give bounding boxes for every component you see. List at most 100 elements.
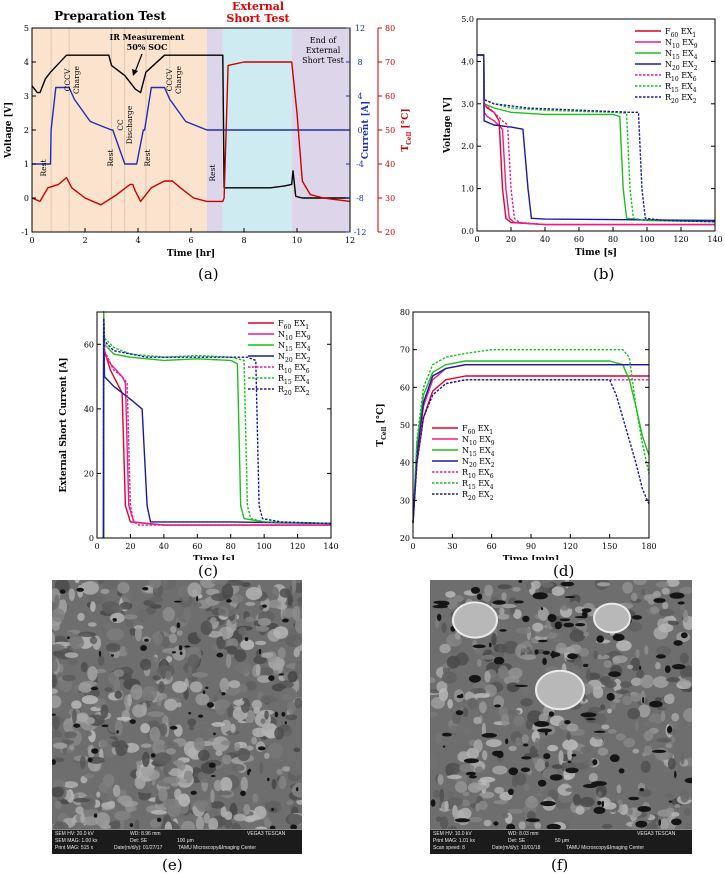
sem-grain	[583, 631, 589, 637]
sem-grain	[447, 699, 453, 709]
sem-grain	[532, 622, 544, 632]
a-annot-arrowhead	[132, 69, 138, 76]
d-legend-label-part: 20	[469, 462, 477, 469]
sem-grain	[261, 725, 268, 736]
sem-pore	[271, 808, 274, 811]
sem-grain	[430, 711, 439, 717]
sem-grain	[234, 662, 252, 674]
a-temp-tick-label: 20	[385, 228, 395, 237]
sem-grain	[285, 635, 302, 648]
sem-grain	[259, 762, 264, 774]
sem-pore	[664, 665, 671, 673]
sem-grain	[662, 602, 669, 610]
sem-pore	[547, 614, 557, 622]
sem-grain	[94, 812, 111, 827]
sem-pore	[593, 806, 606, 814]
sem-pore	[567, 760, 572, 764]
sem-grain	[255, 663, 261, 676]
sem-pore	[67, 636, 70, 639]
c-xtick-label: 60	[192, 542, 202, 551]
b-ylabel: Voltage [V]	[443, 97, 453, 154]
d-series-3	[412, 364, 649, 523]
sem-grain	[76, 712, 89, 722]
sem-grain	[508, 667, 523, 679]
sem-grain	[585, 668, 591, 682]
sem-grain	[286, 750, 297, 763]
sem-pore	[257, 746, 266, 751]
sem-pore	[521, 756, 532, 760]
b-legend-label-part: EX	[679, 71, 693, 80]
sem-grain	[279, 588, 292, 598]
sem-grain	[53, 594, 60, 609]
sem-pore	[564, 596, 576, 598]
sem-grain	[181, 820, 196, 830]
sem-pore	[564, 720, 571, 725]
sem-image-e: SEM HV: 20.0 kV WD: 8.96 mm VEGA3 TESCAN…	[52, 580, 302, 854]
c-legend-label: R10 EX6	[278, 363, 310, 375]
c-legend-label-part: 60	[284, 324, 292, 331]
a-title-short-test: Short Test	[226, 12, 290, 25]
sem-grain	[295, 618, 302, 634]
sem-grain	[124, 614, 138, 620]
sem-grain	[256, 625, 270, 632]
a-current-tick-label: -12	[354, 228, 367, 237]
d-legend-label-part: R	[462, 468, 469, 477]
c-xtick-label: 100	[257, 542, 272, 551]
sem-grain	[72, 709, 77, 724]
sem-pore	[244, 637, 249, 642]
d-series-5	[412, 349, 650, 523]
sem-grain	[558, 750, 564, 764]
sem-grain	[501, 603, 517, 609]
sem-grain	[287, 593, 293, 607]
d-legend-label-part: N	[462, 435, 469, 444]
sem-grain	[195, 693, 210, 706]
sem-grain	[115, 740, 128, 757]
sem-grain	[289, 762, 302, 776]
d-legend-label-part: EX	[477, 457, 491, 466]
sem-grain	[99, 625, 105, 631]
sem-grain	[610, 701, 616, 710]
b-legend-label: N20 EX2	[665, 60, 698, 72]
sem-grain	[478, 800, 488, 811]
c-legend-label-part: R	[278, 363, 285, 372]
sem-grain	[497, 584, 512, 590]
sem-grain	[210, 789, 215, 803]
sem-grain	[644, 645, 649, 655]
sem-grain	[282, 766, 291, 772]
c-legend-label-part: 4	[306, 379, 310, 386]
d-ytick-label: 30	[400, 496, 410, 505]
c-legend-label-part: EX	[293, 330, 307, 339]
sem-pore	[296, 787, 299, 792]
a-end-label-2: External	[306, 46, 341, 55]
sem-grain	[78, 631, 96, 637]
d-legend-label-part: 1	[489, 429, 493, 436]
sem-grain	[238, 626, 248, 636]
sem-grain	[209, 617, 217, 625]
sem-pore	[540, 607, 544, 611]
sem-pore	[156, 817, 162, 822]
sem-grain	[100, 588, 110, 595]
sem-grain	[62, 674, 76, 682]
sem-hv: SEM HV: 10.0 kV	[433, 831, 472, 837]
sem-grain	[189, 681, 203, 693]
sem-pore	[637, 806, 651, 812]
sem-grain	[158, 787, 168, 802]
sem-pore	[433, 600, 447, 604]
a-temp-tick-label: 50	[385, 126, 395, 135]
sem-grain	[135, 760, 143, 766]
sem-grain	[179, 778, 187, 784]
sem-grain	[446, 791, 455, 798]
sem-grain	[534, 792, 543, 798]
sem-pore	[76, 587, 84, 592]
d-ytick-label: 70	[400, 346, 410, 355]
sem-grain	[557, 784, 573, 796]
sem-pore	[129, 719, 136, 724]
sem-pore	[247, 769, 250, 776]
sem-grain	[641, 588, 646, 596]
sem-grain	[468, 782, 482, 793]
sem-grain	[260, 695, 278, 704]
a-xtick-label: 4	[135, 236, 140, 245]
sem-grain	[127, 693, 132, 706]
sem-grain	[83, 816, 99, 826]
sem-pore	[205, 686, 209, 689]
